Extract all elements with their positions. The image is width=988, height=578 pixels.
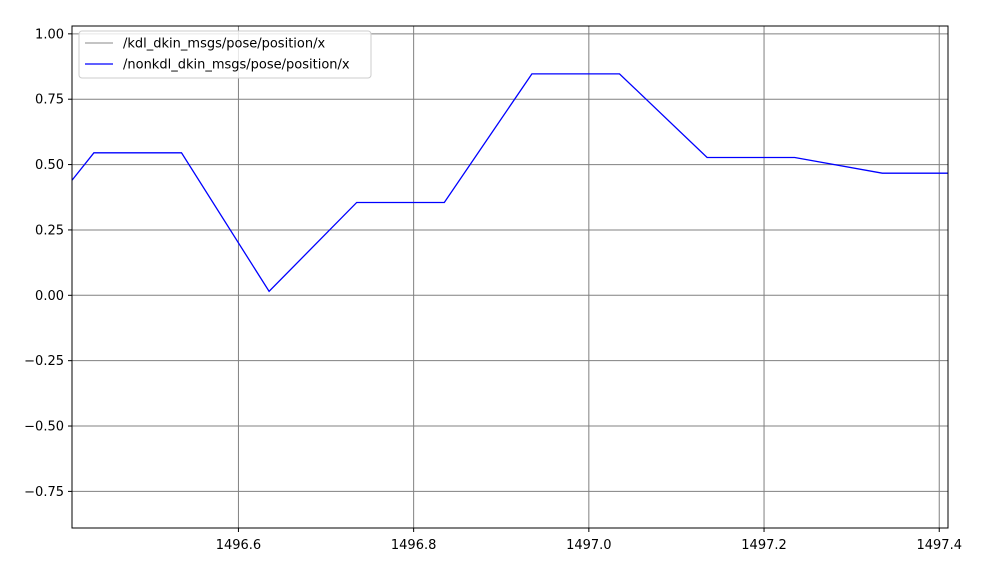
x-tick-label: 1497.2 — [741, 538, 787, 553]
y-tick-label: −0.25 — [24, 354, 64, 369]
plot-frame — [71, 25, 949, 529]
legend-label-1: /nonkdl_dkin_msgs/pose/position/x — [123, 58, 350, 73]
series-lines — [72, 73, 948, 293]
y-tick-label: 0.25 — [35, 223, 64, 238]
x-tick-label: 1497.4 — [916, 538, 962, 553]
x-tick-label: 1496.8 — [391, 538, 437, 553]
legend: /kdl_dkin_msgs/pose/position/x/nonkdl_dk… — [78, 30, 372, 79]
y-tick-label: 0.50 — [35, 158, 64, 173]
y-tick-label: −0.50 — [24, 420, 64, 435]
plot-background — [72, 26, 948, 528]
y-tick-label: 0.00 — [35, 289, 64, 304]
legend-box — [78, 30, 372, 79]
x-tick-label: 1497.0 — [566, 538, 612, 553]
axis-ticks: 1496.6 1496.8 1497.0 1497.2 1497.4 1.00 0.75 0.… — [24, 27, 962, 553]
y-tick-label: 0.75 — [35, 93, 64, 108]
legend-label-0: /kdl_dkin_msgs/pose/position/x — [123, 37, 325, 52]
y-tick-label: −0.75 — [24, 485, 64, 500]
series-line-1 — [72, 73, 948, 293]
x-tick-label: 1496.6 — [216, 538, 262, 553]
y-tick-label: 1.00 — [35, 27, 64, 42]
